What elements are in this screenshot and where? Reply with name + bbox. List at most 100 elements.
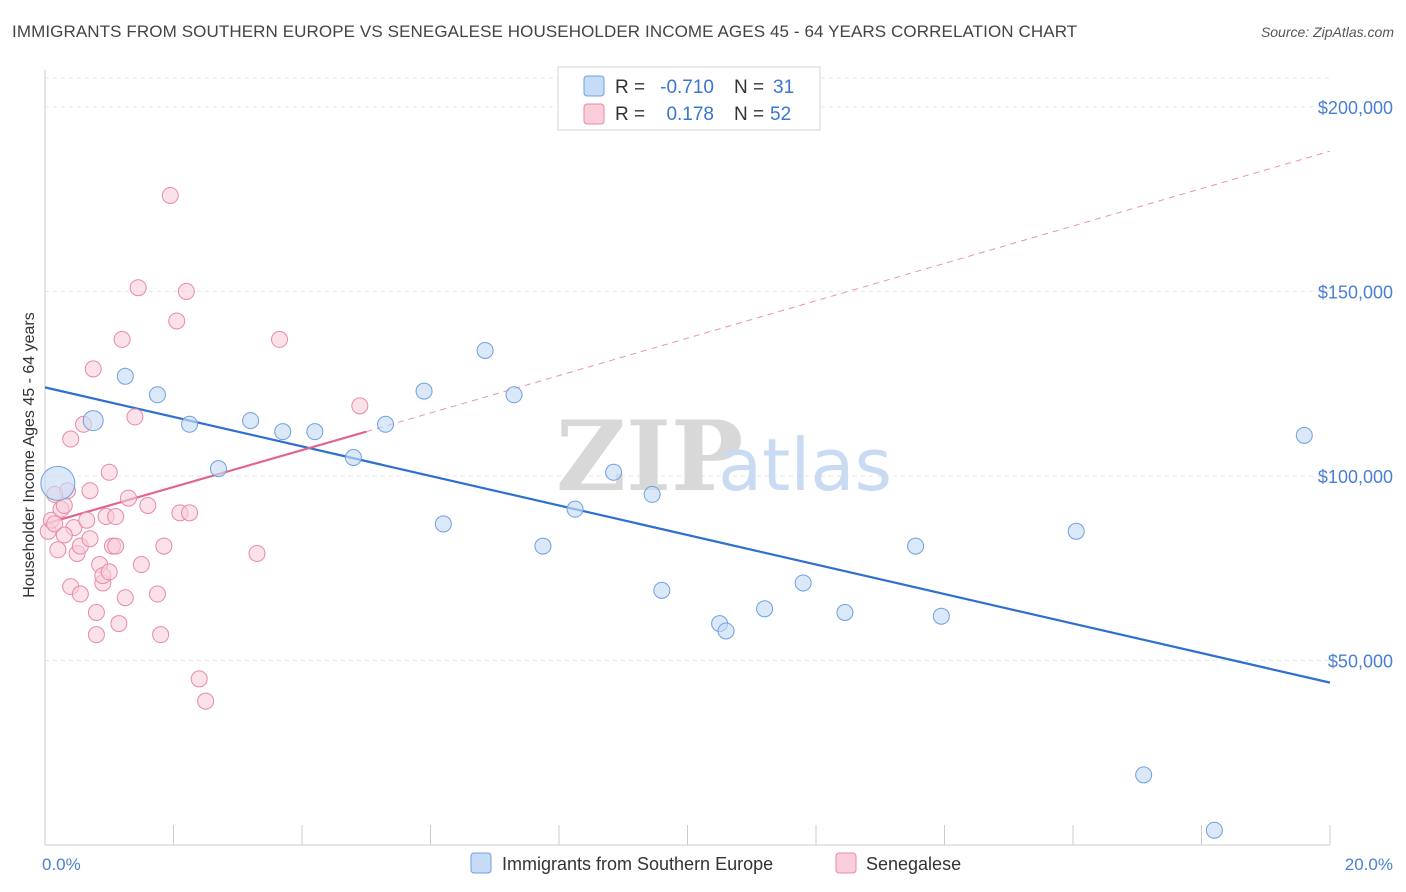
legend-r-label-1: R =: [615, 77, 645, 98]
point-senegalese-46: [351, 397, 369, 415]
point-southern-europe-3: [148, 386, 166, 404]
y-tick-labels: $50,000 $100,000 $150,000 $200,000: [1318, 98, 1393, 672]
point-southern-europe-15: [534, 537, 552, 555]
point-senegalese-29: [120, 489, 138, 507]
point-senegalese-30: [126, 408, 144, 426]
point-southern-europe-23: [794, 574, 812, 592]
point-senegalese-33: [139, 496, 157, 514]
y-tick-label-3: $200,000: [1318, 98, 1393, 118]
legend-n-value-1: 31: [773, 77, 794, 98]
source-credit: Source: ZipAtlas.com: [1260, 24, 1394, 40]
point-senegalese-15: [84, 360, 102, 378]
point-senegalese-32: [132, 556, 150, 574]
x-tick-label-0: 0.0%: [42, 855, 81, 874]
bottom-legend-label-2: Senegalese: [866, 854, 961, 874]
axes: [44, 70, 1331, 846]
point-southern-europe-17: [605, 463, 623, 481]
point-southern-europe-30: [1295, 426, 1313, 444]
point-southern-europe-1: [82, 410, 104, 432]
x-tick-label-1: 20.0%: [1345, 855, 1393, 874]
point-southern-europe-18: [643, 485, 661, 503]
trend-lines: [44, 150, 1331, 684]
point-southern-europe-12: [434, 515, 452, 533]
point-senegalese-26: [110, 615, 128, 633]
y-tick-label-2: $150,000: [1318, 282, 1393, 302]
point-senegalese-17: [87, 604, 105, 621]
point-senegalese-50: [81, 530, 99, 548]
point-southern-europe-11: [415, 382, 433, 400]
point-southern-europe-16: [566, 500, 584, 518]
trend-line-senegalese-extended: [366, 150, 1331, 433]
point-southern-europe-4: [181, 415, 199, 433]
point-senegalese-34: [148, 585, 166, 603]
series-legend: Immigrants from Southern Europe Senegale…: [470, 852, 961, 874]
point-senegalese-35: [152, 626, 170, 644]
point-senegalese-31: [129, 279, 147, 297]
point-southern-europe-26: [932, 607, 950, 625]
point-southern-europe-7: [274, 423, 292, 441]
legend-n-value-2: 52: [770, 104, 791, 125]
point-senegalese-25: [107, 508, 125, 526]
chart-title: IMMIGRANTS FROM SOUTHERN EUROPE VS SENEG…: [12, 22, 1078, 41]
point-senegalese-45: [271, 330, 289, 348]
point-senegalese-49: [71, 585, 89, 603]
point-southern-europe-27: [1067, 522, 1085, 540]
point-senegalese-44: [248, 544, 266, 562]
point-southern-europe-25: [907, 537, 925, 555]
legend-n-label-1: N =: [734, 77, 764, 98]
point-southern-europe-29: [1205, 821, 1223, 839]
y-tick-label-1: $100,000: [1318, 467, 1393, 487]
point-senegalese-37: [161, 186, 179, 204]
bottom-legend-swatch-blue: [470, 852, 492, 874]
y-tick-label-0: $50,000: [1328, 651, 1393, 671]
bottom-legend-label-1: Immigrants from Southern Europe: [502, 854, 773, 874]
point-senegalese-51: [100, 563, 118, 581]
point-senegalese-41: [181, 504, 199, 522]
trend-line-senegalese: [44, 430, 367, 525]
legend-r-label-2: R =: [615, 104, 645, 125]
point-senegalese-40: [177, 282, 195, 300]
point-senegalese-14: [81, 482, 99, 500]
point-southern-europe-14: [505, 386, 523, 404]
point-southern-europe-8: [306, 423, 324, 441]
point-senegalese-3: [49, 541, 67, 559]
legend-swatch-pink: [583, 103, 605, 125]
point-southern-europe-10: [377, 415, 395, 433]
y-axis-label: Householder Income Ages 45 - 64 years: [21, 312, 38, 598]
x-tick-labels: 0.0% 20.0%: [42, 855, 1393, 874]
point-southern-europe-9: [344, 449, 362, 466]
point-southern-europe-24: [836, 604, 854, 621]
point-senegalese-24: [107, 537, 125, 555]
watermark-atlas: atlas: [718, 423, 892, 507]
trend-line-southern-europe: [44, 386, 1331, 684]
point-southern-europe-2: [116, 367, 134, 385]
point-senegalese-2: [46, 515, 64, 533]
point-senegalese-16: [87, 626, 105, 644]
point-senegalese-27: [113, 330, 131, 348]
point-senegalese-36: [155, 537, 173, 555]
point-senegalese-42: [190, 670, 208, 688]
point-southern-europe-28: [1135, 766, 1153, 784]
point-senegalese-43: [197, 692, 215, 710]
legend-n-label-2: N =: [734, 104, 764, 125]
legend-r-value-2: 0.178: [666, 104, 714, 125]
point-senegalese-7: [62, 430, 80, 448]
legend-r-value-1: -0.710: [660, 77, 714, 98]
data-points: [39, 186, 1313, 839]
point-senegalese-48: [55, 526, 73, 544]
bottom-legend-swatch-pink: [835, 852, 857, 874]
point-southern-europe-19: [653, 581, 671, 599]
watermark: ZIP atlas: [556, 400, 892, 513]
point-senegalese-28: [116, 589, 134, 607]
legend-swatch-blue: [583, 75, 605, 97]
point-senegalese-38: [168, 312, 186, 330]
point-southern-europe-22: [756, 600, 774, 618]
point-senegalese-22: [100, 463, 118, 481]
point-southern-europe-0: [40, 465, 76, 501]
correlation-legend: R = -0.710 N = 31 R = 0.178 N = 52: [557, 66, 821, 131]
point-senegalese-13: [78, 511, 96, 529]
point-southern-europe-13: [476, 341, 494, 359]
point-southern-europe-5: [209, 460, 227, 478]
point-southern-europe-21: [717, 622, 735, 640]
